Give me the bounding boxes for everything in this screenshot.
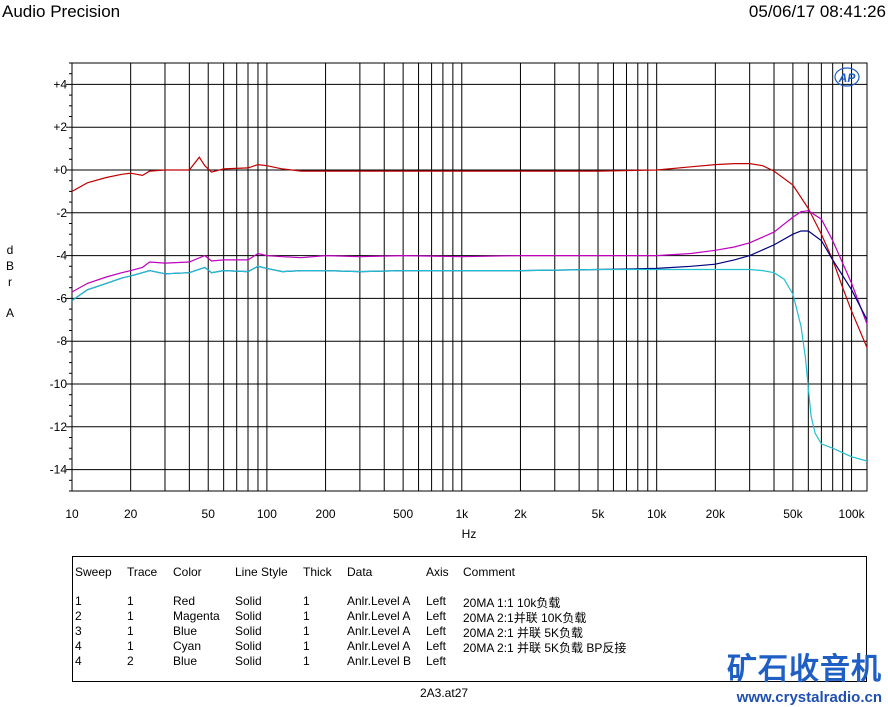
y-tick-label: -10 [50,377,68,391]
timestamp: 05/06/17 08:41:26 [748,2,886,21]
legend-cell: Left [426,639,447,653]
series-group [71,156,868,462]
x-tick-label: 20 [124,507,138,521]
legend-header: Line Style [235,565,288,579]
legend-cell: Anlr.Level B [347,654,412,668]
legend-cell: Solid [235,654,262,668]
legend-cell: Anlr.Level A [347,639,411,653]
legend-cell: Blue [173,654,198,668]
x-tick-label: 5k [592,507,606,521]
y-axis-label-char: d [6,243,14,257]
y-tick-label: -8 [56,334,67,348]
x-axis-ticks: 10 20 50 100 200 500 1k 2k 5k 10k 20k 50k 100k [65,507,865,521]
y-tick-label: -12 [50,420,68,434]
legend-header: Data [347,565,373,579]
x-axis-label: Hz [462,527,477,541]
legend-cell: Left [426,594,447,608]
legend-cell: 4 [75,639,82,653]
y-axis-label-char: r [8,275,12,289]
watermark: 矿石收音机 www.crystalradio.cn [727,644,882,706]
legend-cell: 2 [75,609,82,623]
y-tick-label: +0 [53,163,67,177]
series-line-magenta [71,210,868,325]
legend-cell: 1 [127,624,134,638]
x-tick-label: 10k [647,507,667,521]
legend-cell: 1 [303,594,310,608]
x-tick-label: 10 [65,507,79,521]
legend-cell: Solid [235,609,262,623]
legend-cell: 1 [75,594,82,608]
legend-header: Thick [303,565,332,579]
legend-cell: 1 [303,624,310,638]
y-tick-label: +2 [53,120,67,134]
series-line-red [71,156,868,348]
app-title: Audio Precision [2,2,121,21]
frequency-response-chart: 10 20 50 100 200 500 1k 2k 5k 10k 20k 50k 100k +4+2+… [50,62,868,541]
legend-cell: Left [426,609,447,623]
legend-cell: 1 [303,654,310,668]
y-tick-label: -2 [56,206,67,220]
y-tick-label: -4 [56,249,67,263]
file-name: 2A3.at27 [420,686,469,700]
legend-cell: 1 [303,609,310,623]
legend-header: Trace [127,565,158,579]
legend-cell: Solid [235,594,262,608]
legend-cell: 1 [127,609,134,623]
ap-logo-text: AP [838,71,857,85]
legend-cell: 4 [75,654,82,668]
legend-header: Axis [426,565,449,579]
x-tick-label: 500 [393,507,413,521]
x-tick-label: 2k [514,507,528,521]
watermark-url: www.crystalradio.cn [736,689,882,706]
legend-header: Color [173,565,202,579]
legend-cell: Red [173,594,196,608]
y-tick-label: -6 [56,291,67,305]
legend-cell: Anlr.Level A [347,609,411,623]
x-tick-label: 50k [783,507,803,521]
plot-area [71,62,868,492]
legend-cell: 2 [127,654,134,668]
legend-cell: 20MA 2:1 并联 5K负载 [463,626,584,640]
legend-cell: 20MA 1:1 10k负载 [463,596,561,610]
legend-cell: Anlr.Level A [347,594,411,608]
x-tick-label: 1k [455,507,469,521]
legend-cell: Left [426,654,447,668]
legend-cell: Anlr.Level A [347,624,411,638]
ap-logo-icon: AP [834,67,860,87]
x-tick-label: 20k [706,507,726,521]
legend-header: Comment [463,565,516,579]
legend-cell: Solid [235,639,262,653]
sweep-legend-table: Sweep Trace Color Line Style Thick Data … [72,556,867,682]
legend-header: Sweep [75,565,112,579]
series-line-blue [71,230,868,321]
legend-cell: 3 [75,624,82,638]
legend-cell: Magenta [173,609,220,623]
grid [66,62,867,492]
legend-cell: 1 [303,639,310,653]
legend-cell: Left [426,624,447,638]
y-axis-ticks: +4 +2 +0 -2 -4 -6 -8 -10 -12 -14 [50,77,68,476]
legend-cell: Blue [173,624,198,638]
legend-cell: 1 [127,594,134,608]
watermark-name: 矿石收音机 [727,652,882,687]
x-tick-label: 50 [202,507,216,521]
legend-cell: 1 [127,639,134,653]
x-tick-label: 100k [839,507,866,521]
y-tick-label: +4 [53,77,67,91]
y-axis-label-char: A [5,306,14,320]
legend-cell: Cyan [173,639,202,653]
y-axis-label-char: B [5,259,14,273]
x-tick-label: 200 [316,507,336,521]
y-tick-label: -14 [50,463,68,477]
series-line-cyan [71,265,868,462]
legend-cell: Solid [235,624,262,638]
x-tick-label: 100 [257,507,277,521]
legend-cell: 20MA 2:1并联 10K负载 [463,611,587,625]
legend-cell: 20MA 2:1 并联 5K负载 BP反接 [463,641,627,655]
